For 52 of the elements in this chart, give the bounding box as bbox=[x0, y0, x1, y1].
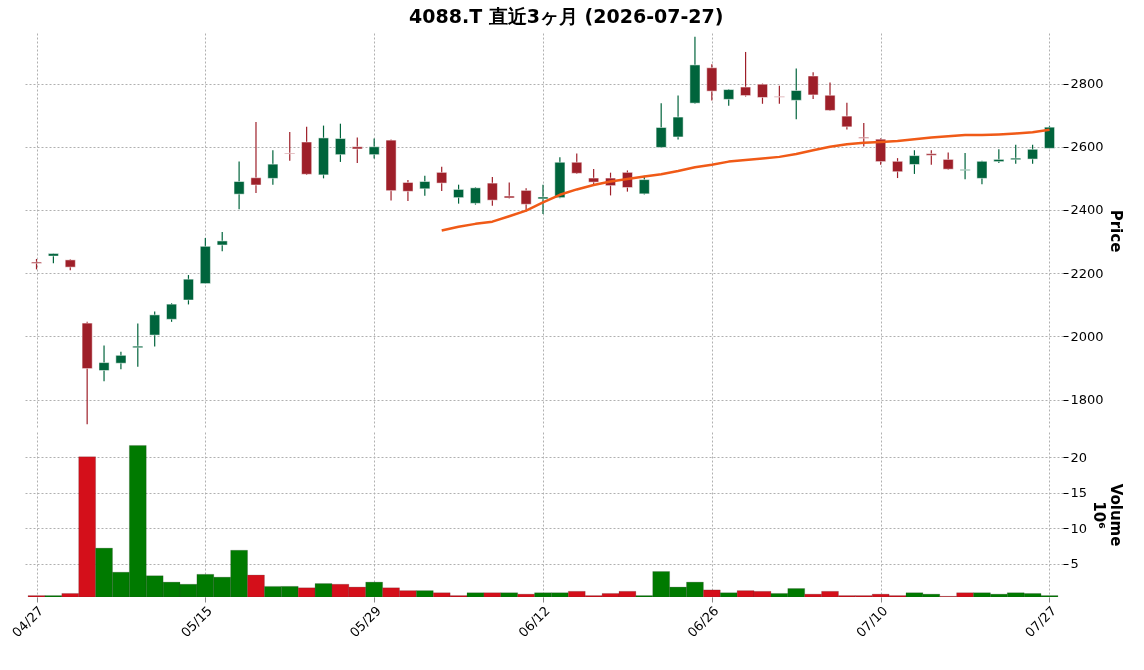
candlestick bbox=[571, 152, 583, 175]
candlestick bbox=[706, 63, 718, 102]
candlestick bbox=[250, 121, 262, 194]
y-tick-label: 2200 bbox=[1070, 265, 1104, 281]
candlestick bbox=[1027, 144, 1038, 165]
candlestick bbox=[284, 131, 296, 162]
candlestick bbox=[892, 157, 903, 179]
text: 10⁶ bbox=[1090, 501, 1109, 529]
candlestick bbox=[335, 123, 346, 163]
y-tick-label: 20 bbox=[1070, 449, 1088, 465]
candlestick bbox=[875, 137, 886, 166]
y-axis-title: Volume bbox=[1107, 483, 1126, 547]
y-tick-label: 10 bbox=[1070, 520, 1088, 536]
y-tick-label: 5 bbox=[1070, 556, 1079, 572]
candlestick bbox=[166, 302, 177, 323]
candlestick bbox=[537, 184, 549, 215]
candlestick bbox=[233, 161, 245, 210]
candlestick bbox=[790, 67, 802, 120]
y-tick-label: 2400 bbox=[1070, 202, 1104, 218]
candlestick bbox=[436, 166, 448, 192]
candlestick bbox=[368, 137, 380, 160]
chart-title: 4088.T 直近3ヶ月 (2026-07-27) bbox=[409, 5, 724, 27]
candlestick bbox=[149, 310, 160, 348]
line-series bbox=[440, 128, 1051, 232]
candlestick bbox=[216, 231, 228, 252]
y-axis-title: Price bbox=[1106, 209, 1125, 253]
candlestick bbox=[453, 184, 464, 205]
candlestick bbox=[672, 94, 684, 141]
candlestick bbox=[487, 176, 498, 207]
y-tick-label: 2000 bbox=[1070, 328, 1104, 344]
candlestick bbox=[267, 149, 279, 186]
candlestick bbox=[132, 322, 144, 368]
y-tick-label: 15 bbox=[1070, 485, 1088, 501]
candlestick bbox=[807, 71, 819, 100]
candlestick bbox=[98, 344, 110, 382]
candlestick bbox=[402, 179, 414, 202]
candlestick bbox=[183, 274, 194, 306]
candlestick bbox=[351, 137, 363, 164]
candlestick bbox=[959, 152, 971, 180]
candlestick bbox=[740, 51, 751, 98]
candlestick bbox=[1010, 144, 1022, 165]
y-tick-label: 2800 bbox=[1070, 76, 1104, 92]
candlestick bbox=[824, 82, 836, 112]
candlestick bbox=[909, 149, 920, 175]
candlestick bbox=[858, 122, 870, 148]
y-tick-label: 2600 bbox=[1070, 139, 1104, 155]
y-tick-label: 1800 bbox=[1070, 392, 1104, 408]
candlestick bbox=[655, 102, 667, 149]
candlestick bbox=[419, 175, 431, 197]
candlestick bbox=[841, 102, 853, 130]
candlestick bbox=[1044, 125, 1055, 149]
candlestick bbox=[774, 85, 785, 105]
